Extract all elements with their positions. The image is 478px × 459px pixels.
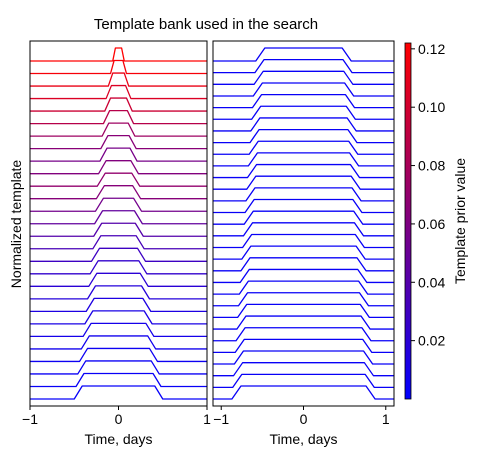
template-curve — [213, 93, 394, 109]
chart-title: Template bank used in the search — [94, 16, 318, 33]
template-curve — [30, 160, 207, 175]
colorbar-tick-label: 0.04 — [418, 274, 445, 290]
template-curve — [213, 128, 394, 144]
template-curve — [30, 260, 207, 275]
template-curve — [213, 245, 394, 260]
x-tick-label: 0 — [115, 411, 123, 427]
template-curve — [213, 187, 394, 202]
template-curve — [30, 385, 207, 400]
template-curve — [213, 210, 394, 225]
template-curve — [30, 185, 207, 200]
template-curve — [213, 70, 394, 85]
colorbar-tick-label: 0.08 — [418, 158, 445, 174]
template-curve — [30, 360, 207, 375]
colorbar-tick-label: 0.10 — [418, 99, 445, 115]
template-curve — [213, 385, 394, 400]
template-curve — [213, 152, 394, 167]
template-curve — [213, 327, 394, 342]
template-curve — [213, 303, 394, 319]
template-curve — [30, 172, 207, 187]
template-curve — [30, 109, 207, 125]
right-x-axis-label: Time, days — [270, 431, 338, 447]
left-series-group — [30, 47, 207, 400]
template-curve — [30, 310, 207, 325]
template-curve — [30, 247, 207, 262]
template-curve — [213, 59, 394, 74]
template-curve — [213, 198, 394, 214]
left-panel: −1 0 1 Time, days — [22, 40, 211, 447]
template-curve — [30, 372, 207, 388]
template-curve — [30, 347, 207, 363]
template-curve — [30, 272, 207, 287]
template-curve — [30, 285, 207, 300]
template-curve — [30, 322, 207, 338]
template-curve — [213, 338, 394, 354]
left-x-ticks: −1 0 1 — [22, 406, 211, 427]
template-curve — [30, 59, 207, 75]
right-x-ticks: −1 0 1 — [213, 406, 390, 427]
template-curve — [30, 84, 207, 100]
template-curve — [213, 233, 394, 249]
template-curve — [30, 197, 207, 212]
x-tick-label: 0 — [300, 411, 308, 427]
template-curve — [213, 82, 394, 97]
template-curve — [213, 117, 394, 132]
colorbar-tick-label: 0.06 — [418, 216, 445, 232]
x-tick-label: 1 — [203, 411, 211, 427]
right-panel: −1 0 1 Time, days — [212, 40, 395, 447]
template-curve — [213, 292, 394, 307]
template-curve — [213, 350, 394, 365]
template-curve — [30, 122, 207, 137]
colorbar-gradient — [404, 42, 412, 400]
template-curve — [213, 222, 394, 237]
template-curve — [213, 268, 394, 284]
x-tick-label: −1 — [213, 411, 229, 427]
template-curve — [213, 362, 394, 377]
template-curve — [213, 140, 394, 155]
template-curve — [213, 315, 394, 330]
colorbar-tick-label: 0.02 — [418, 333, 445, 349]
colorbar-label: Template prior value — [452, 158, 468, 284]
template-curve — [30, 134, 207, 150]
colorbar: 0.02 0.04 0.06 0.08 0.10 0.12 Template prior … — [404, 41, 468, 400]
template-curve — [213, 257, 394, 272]
template-curve — [213, 105, 394, 120]
right-series-group — [213, 47, 394, 400]
y-axis-label: Normalized template — [8, 160, 24, 289]
template-curve — [30, 335, 207, 350]
template-curve — [30, 297, 207, 313]
template-curve — [213, 47, 394, 62]
colorbar-tick-label: 0.12 — [418, 41, 445, 57]
x-tick-label: 1 — [382, 411, 390, 427]
template-curve — [30, 72, 207, 87]
template-curve — [213, 373, 394, 388]
template-curve — [213, 163, 394, 179]
template-curve — [30, 235, 207, 250]
template-curve — [30, 222, 207, 237]
template-curve — [30, 97, 207, 112]
template-curve — [213, 280, 394, 295]
template-curve — [30, 210, 207, 225]
x-tick-label: −1 — [22, 411, 38, 427]
left-x-axis-label: Time, days — [85, 431, 153, 447]
template-curve — [213, 175, 394, 190]
colorbar-ticks: 0.02 0.04 0.06 0.08 0.10 0.12 — [411, 41, 445, 349]
template-curve — [30, 147, 207, 162]
template-curve — [30, 47, 207, 62]
